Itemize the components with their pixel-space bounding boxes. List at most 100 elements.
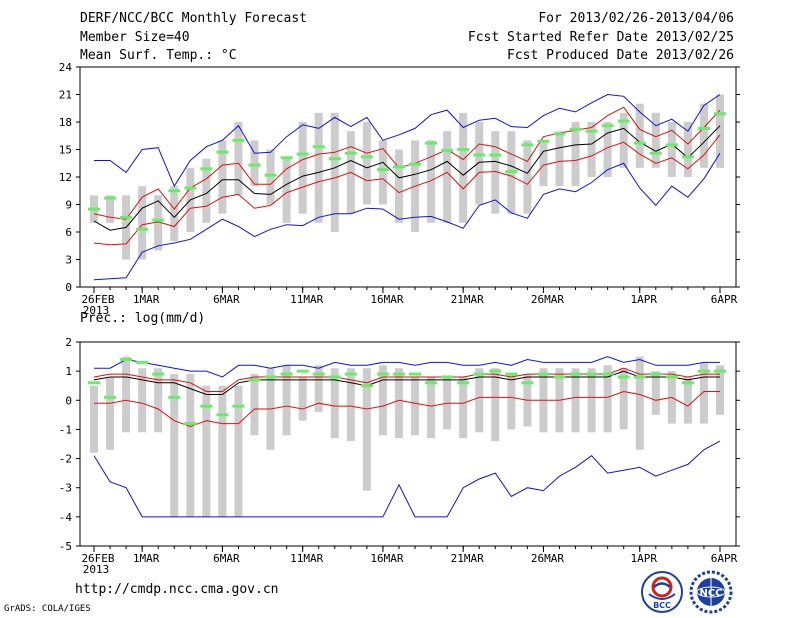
spread-box	[427, 140, 436, 223]
member-mark	[104, 196, 117, 200]
spread-box	[378, 140, 387, 205]
member-mark	[553, 132, 566, 136]
member-mark	[425, 381, 438, 385]
member-mark	[296, 152, 309, 156]
y-tick-label: 9	[65, 199, 72, 212]
spread-box	[298, 376, 307, 421]
member-mark	[425, 141, 438, 145]
member-mark	[88, 207, 100, 211]
member-mark	[328, 157, 341, 161]
spread-box	[234, 122, 243, 196]
variable-label: Mean Surf. Temp.: °C	[80, 48, 237, 63]
spread-box	[362, 122, 371, 205]
x-tick-label: 6APR	[711, 293, 738, 306]
x-tick-label: 21MAR	[451, 552, 484, 565]
member-mark	[537, 372, 550, 376]
spread-box	[266, 149, 275, 205]
member-mark	[136, 227, 149, 231]
member-mark	[184, 422, 197, 426]
y-tick-label: 6	[65, 226, 72, 239]
spread-box	[298, 122, 307, 214]
refer-date: Fcst Started Refer Date 2013/02/25	[467, 30, 734, 45]
x-tick-label: 26MAR	[531, 293, 564, 306]
y-tick-label: 3	[65, 254, 72, 267]
member-mark	[360, 384, 373, 388]
member-mark	[392, 165, 405, 169]
x-tick-label: 1MAR	[133, 552, 160, 565]
member-mark	[216, 150, 229, 154]
spread-box	[587, 122, 596, 177]
member-mark	[152, 218, 165, 222]
x-tick-label: 26MAR	[531, 552, 564, 565]
x-tick-label: 11MAR	[290, 293, 323, 306]
spread-box	[555, 131, 564, 187]
spread-box	[619, 112, 628, 168]
outer-lower-line	[93, 440, 721, 518]
member-mark	[697, 126, 710, 130]
member-mark	[665, 375, 678, 379]
spread-box	[346, 368, 355, 442]
member-mark	[553, 375, 566, 379]
ensemble-mean-line	[93, 370, 720, 395]
spread-box	[683, 122, 692, 177]
member-mark	[681, 381, 694, 385]
y-tick-label: 15	[59, 144, 72, 157]
member-mark	[312, 145, 325, 149]
outer-lower-line	[93, 152, 721, 281]
bcc-logo: BCC	[640, 570, 684, 614]
plot-frame	[79, 66, 737, 288]
spread-box	[459, 112, 468, 223]
bcc-logo-text: BCC	[653, 601, 671, 610]
member-mark	[521, 381, 534, 385]
member-mark	[585, 129, 598, 133]
spread-box	[571, 122, 580, 187]
outer-upper-line	[94, 356, 720, 378]
spread-box	[330, 112, 339, 232]
spread-box	[411, 376, 420, 436]
inner-upper-line	[93, 106, 721, 220]
spread-box	[314, 365, 323, 412]
member-mark	[665, 143, 678, 147]
member-mark	[537, 139, 550, 143]
member-mark	[441, 148, 454, 152]
spread-box	[378, 365, 387, 436]
ncc-logo-text: NCC	[699, 588, 722, 599]
spread-box	[394, 368, 403, 439]
spread-box	[667, 122, 676, 177]
member-mark	[376, 168, 389, 172]
y-tick-label: -2	[59, 453, 72, 466]
spread-box	[635, 356, 644, 450]
spread-box	[330, 368, 339, 439]
panel-temperature: 0 3 6 9 12 15 18 21 24 26FEB 1MAR 6MAR 11MAR 16MAR 21M…	[59, 61, 740, 317]
member-mark	[280, 372, 293, 376]
member-mark	[489, 153, 502, 157]
member-mark	[473, 372, 486, 376]
spread-box	[394, 149, 403, 223]
outer-upper-line	[94, 93, 721, 188]
source-url[interactable]: http://cmdp.ncc.cma.gov.cn	[75, 582, 279, 597]
member-mark	[232, 404, 245, 408]
x-tick-label: 26FEB	[81, 552, 114, 565]
member-mark	[344, 372, 357, 376]
member-mark	[714, 369, 726, 373]
member-mark	[168, 395, 181, 399]
member-mark	[328, 375, 341, 379]
member-mark	[505, 372, 518, 376]
spread-box	[106, 195, 115, 223]
spread-box	[218, 385, 227, 517]
member-mark	[264, 375, 277, 379]
member-mark	[409, 372, 422, 376]
x-tick-label: 21MAR	[451, 293, 484, 306]
spread-box	[603, 122, 612, 177]
ncc-logo: NCC	[688, 570, 734, 614]
x-tick-label: 11MAR	[290, 552, 323, 565]
y-tick-label: 24	[59, 61, 73, 74]
member-mark	[264, 173, 277, 177]
y-tick-label: 0	[65, 281, 72, 294]
member-mark	[152, 372, 165, 376]
spread-box	[282, 365, 291, 436]
x-tick-label: 16MAR	[370, 552, 403, 565]
spread-box	[683, 376, 692, 424]
inner-lower-line	[93, 134, 721, 246]
spread-box	[138, 186, 147, 260]
